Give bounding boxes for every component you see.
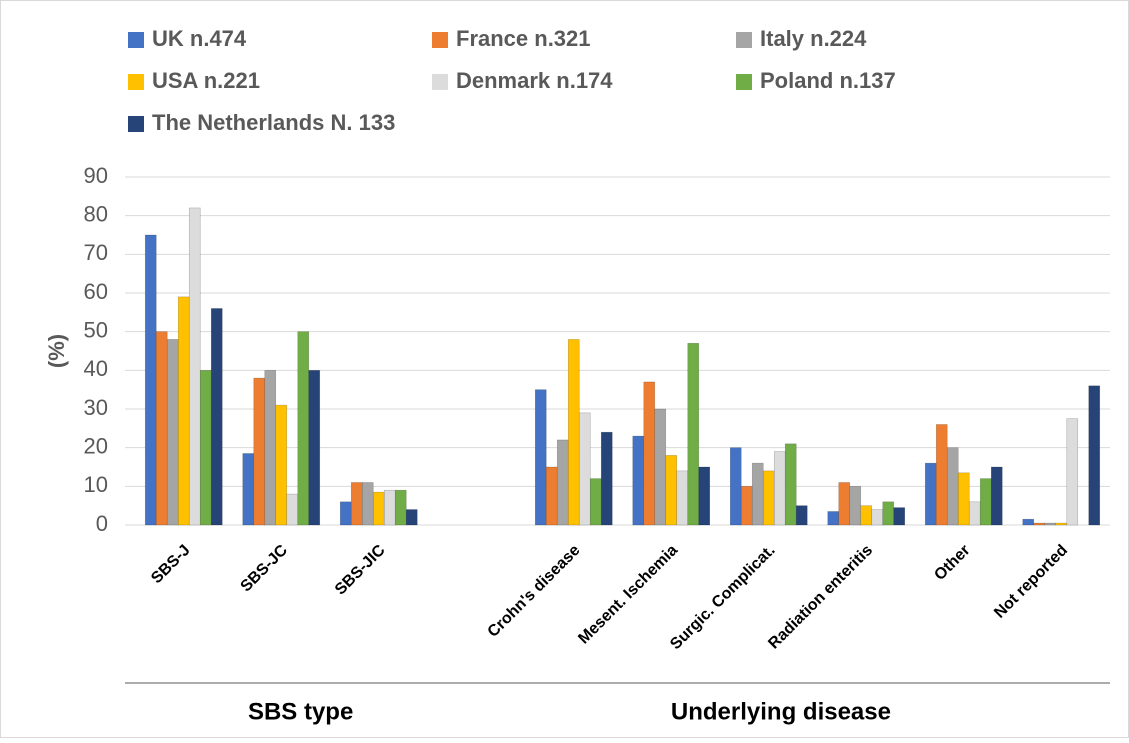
bar xyxy=(372,491,385,526)
bar xyxy=(795,505,808,526)
legend-label: France n.321 xyxy=(456,26,591,51)
bar xyxy=(350,482,363,526)
bar xyxy=(177,296,190,526)
bar xyxy=(893,507,906,526)
bar xyxy=(665,455,678,526)
legend-swatch xyxy=(432,32,448,48)
legend-label: UK n.474 xyxy=(152,26,247,51)
bar xyxy=(751,462,764,526)
bar xyxy=(361,482,374,526)
bar xyxy=(534,389,547,526)
bar xyxy=(979,478,992,526)
bar xyxy=(383,489,396,526)
legend-swatch xyxy=(128,32,144,48)
bar xyxy=(924,462,937,526)
bar xyxy=(286,493,299,526)
bar xyxy=(871,509,884,526)
bar xyxy=(275,404,288,526)
bar xyxy=(155,331,168,526)
bar xyxy=(199,370,212,526)
bar xyxy=(882,501,895,526)
bar xyxy=(589,478,602,526)
bar xyxy=(849,486,862,526)
bar xyxy=(253,377,266,526)
bar xyxy=(545,466,558,526)
bar xyxy=(556,439,569,526)
bar xyxy=(643,381,656,526)
bar xyxy=(567,339,580,526)
bar xyxy=(242,453,255,526)
legend-label: USA n.221 xyxy=(152,68,260,93)
bar xyxy=(1066,418,1079,526)
bar xyxy=(698,466,711,526)
legend-swatch xyxy=(736,74,752,90)
bar xyxy=(784,443,797,526)
y-tick-label: 0 xyxy=(96,511,108,536)
y-tick-label: 40 xyxy=(84,356,108,381)
bar xyxy=(946,447,959,526)
bar xyxy=(166,339,179,526)
bar xyxy=(188,207,201,526)
legend-label: The Netherlands N. 133 xyxy=(152,110,395,135)
bar xyxy=(144,234,157,526)
bar xyxy=(968,501,981,526)
bar xyxy=(632,435,645,526)
bar xyxy=(1055,522,1068,526)
bar xyxy=(1022,518,1035,526)
bar xyxy=(838,482,851,526)
bar xyxy=(990,466,1003,526)
bar xyxy=(297,331,310,526)
bar xyxy=(740,486,753,526)
y-tick-label: 30 xyxy=(84,395,108,420)
group-label: SBS type xyxy=(248,698,353,725)
y-tick-label: 10 xyxy=(84,472,108,497)
bar xyxy=(687,342,700,526)
bar xyxy=(860,505,873,526)
group-label: Underlying disease xyxy=(671,698,891,725)
bar xyxy=(308,370,321,526)
y-tick-label: 70 xyxy=(84,240,108,265)
bar xyxy=(957,472,970,526)
legend-label: Italy n.224 xyxy=(760,26,867,51)
y-tick-label: 80 xyxy=(84,201,108,226)
bar xyxy=(827,511,840,526)
bar xyxy=(339,501,352,526)
legend-swatch xyxy=(432,74,448,90)
bar xyxy=(729,447,742,526)
bar xyxy=(394,489,407,526)
bar xyxy=(773,451,786,526)
bar xyxy=(654,408,667,526)
y-tick-label: 20 xyxy=(84,433,108,458)
bar xyxy=(210,308,223,526)
bar xyxy=(264,370,277,526)
y-tick-label: 50 xyxy=(84,317,108,342)
legend-swatch xyxy=(128,116,144,132)
legend-label: Denmark n.174 xyxy=(456,68,613,93)
bar xyxy=(405,509,418,526)
legend-swatch xyxy=(128,74,144,90)
legend-swatch xyxy=(736,32,752,48)
y-tick-label: 90 xyxy=(84,163,108,188)
bar xyxy=(935,424,948,526)
bar xyxy=(1044,522,1057,526)
y-tick-label: 60 xyxy=(84,279,108,304)
bar xyxy=(600,431,613,526)
y-axis-label: (%) xyxy=(44,334,69,368)
bar xyxy=(1088,385,1101,526)
bar xyxy=(1033,522,1046,526)
bar xyxy=(578,412,591,526)
bar xyxy=(762,470,775,526)
legend-label: Poland n.137 xyxy=(760,68,896,93)
bar xyxy=(676,470,689,526)
